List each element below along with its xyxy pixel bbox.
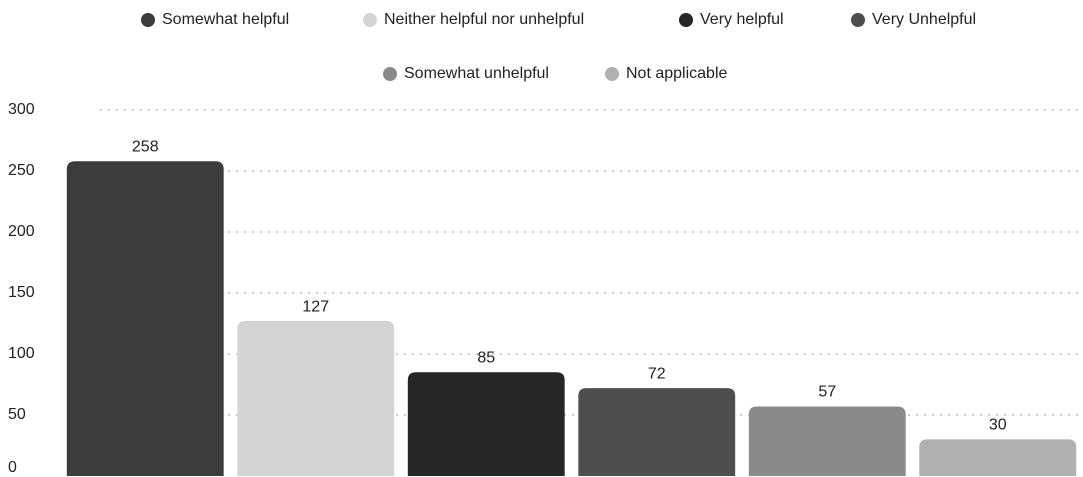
bar	[66, 161, 224, 477]
bar	[407, 372, 565, 476]
y-tick-label: 100	[8, 345, 35, 362]
legend-label: Very helpful	[700, 11, 784, 28]
legend-label: Somewhat helpful	[162, 11, 289, 28]
value-label: 258	[132, 138, 159, 155]
legend-label: Somewhat unhelpful	[404, 65, 549, 82]
y-tick-label: 150	[8, 284, 35, 301]
legend-label: Not applicable	[626, 65, 728, 82]
value-label: 85	[477, 350, 495, 367]
legend-marker	[605, 67, 619, 81]
value-label: 57	[818, 384, 836, 401]
y-tick-label: 300	[8, 101, 35, 118]
value-label: 72	[648, 365, 666, 382]
legend-marker	[141, 13, 155, 27]
legend-label: Neither helpful nor unhelpful	[384, 11, 584, 28]
bar	[919, 439, 1077, 476]
legend-marker	[851, 13, 865, 27]
value-label: 127	[302, 298, 329, 315]
value-label: 30	[989, 417, 1007, 434]
legend-marker	[383, 67, 397, 81]
bar	[748, 406, 906, 476]
bar	[578, 388, 736, 476]
y-tick-label: 50	[8, 406, 26, 423]
legend-label: Very Unhelpful	[872, 11, 976, 28]
y-tick-label: 0	[8, 459, 17, 476]
legend-marker	[363, 13, 377, 27]
y-tick-label: 200	[8, 223, 35, 240]
bar	[237, 321, 395, 476]
y-tick-label: 250	[8, 162, 35, 179]
legend-marker	[679, 13, 693, 27]
